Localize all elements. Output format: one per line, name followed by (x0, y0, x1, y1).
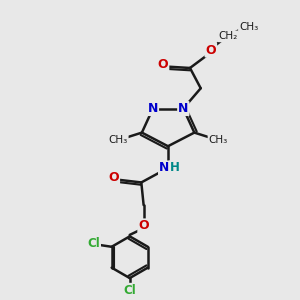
Text: O: O (109, 171, 119, 184)
Text: O: O (206, 44, 216, 56)
Text: N: N (159, 161, 169, 175)
Text: CH₃: CH₃ (239, 22, 258, 32)
Text: Cl: Cl (87, 237, 100, 250)
Text: O: O (158, 58, 168, 71)
Text: N: N (178, 102, 188, 115)
Text: CH₂: CH₂ (219, 32, 238, 41)
Text: CH₃: CH₃ (109, 135, 128, 146)
Text: H: H (169, 161, 179, 175)
Text: CH₃: CH₃ (208, 135, 228, 146)
Text: N: N (148, 102, 158, 115)
Text: O: O (138, 219, 149, 232)
Text: Cl: Cl (123, 284, 136, 297)
